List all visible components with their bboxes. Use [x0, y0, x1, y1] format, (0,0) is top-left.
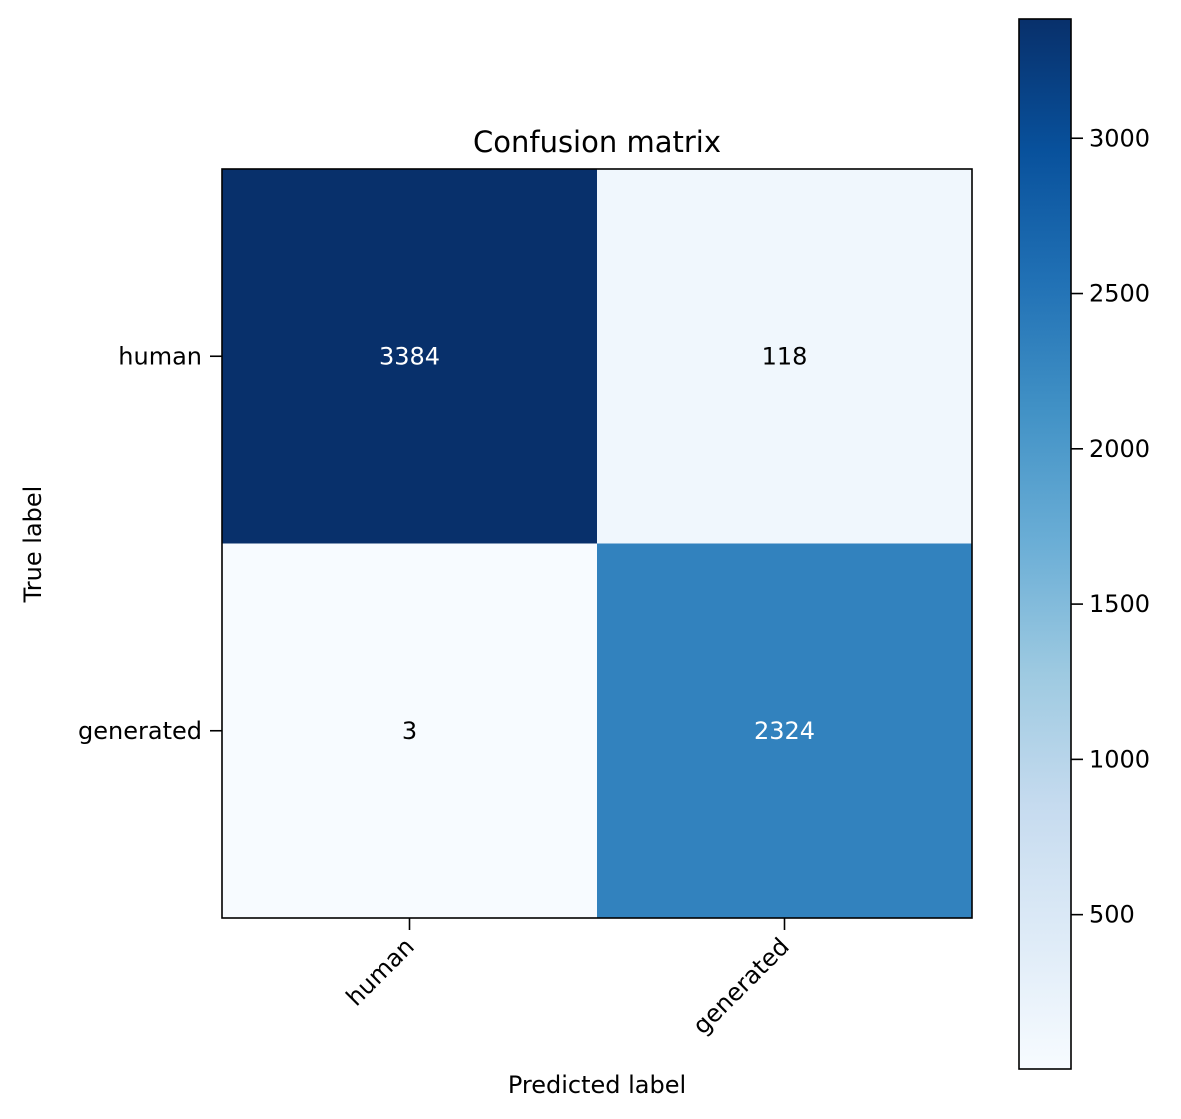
cell-value-label: 3384 [379, 342, 440, 370]
colorbar-ticks: 500 1000 1500 2000 2500 3000 [1071, 124, 1150, 929]
colorbar-tick-label: 1000 [1089, 745, 1150, 773]
heatmap-cell [222, 169, 598, 544]
colorbar-tick-label: 2500 [1089, 280, 1150, 308]
heatmap-cell [222, 543, 598, 919]
colorbar-tick-label: 3000 [1089, 124, 1150, 152]
x-tick-label: generated [687, 932, 794, 1039]
y-tick-label: human [118, 342, 202, 370]
colorbar-tick-label: 500 [1089, 901, 1135, 929]
y-tick-label: generated [78, 717, 202, 745]
heatmap-cell-labels: 3384 118 3 2324 [379, 342, 815, 745]
x-tick-label: human [341, 932, 420, 1011]
cell-value-label: 3 [402, 717, 417, 745]
cell-value-label: 118 [762, 342, 808, 370]
y-axis: human generated [78, 342, 222, 745]
colorbar-tick-label: 2000 [1089, 435, 1150, 463]
colorbar-tick-label: 1500 [1089, 590, 1150, 618]
x-axis-label: Predicted label [508, 1071, 686, 1099]
chart-title: Confusion matrix [473, 125, 721, 159]
cell-value-label: 2324 [754, 717, 815, 745]
heatmap-cell [597, 169, 973, 544]
y-axis-label: True label [19, 486, 47, 604]
x-axis: human generated [341, 918, 795, 1040]
colorbar [1018, 18, 1072, 1070]
heatmap-cells [222, 169, 973, 919]
heatmap-cell [597, 543, 973, 919]
plot-frame [221, 168, 973, 919]
